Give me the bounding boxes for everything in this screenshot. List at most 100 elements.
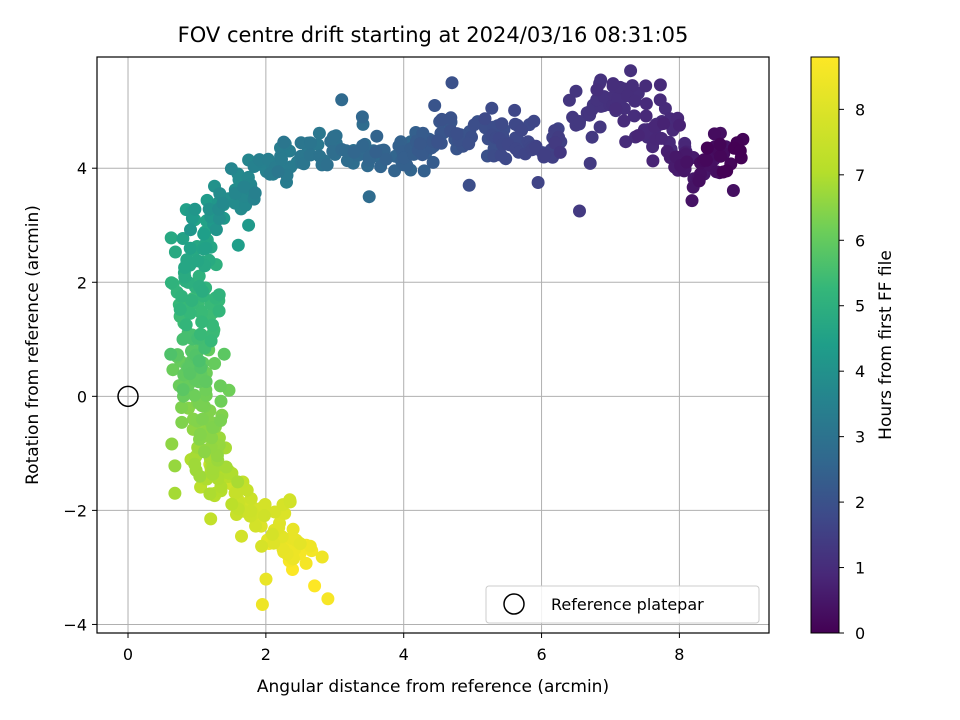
data-point: [166, 363, 180, 377]
legend-box: [485, 585, 760, 624]
data-point: [183, 367, 197, 381]
data-point: [657, 117, 671, 130]
data-point: [293, 537, 307, 551]
data-point: [639, 79, 653, 93]
data-point: [445, 76, 459, 90]
data-point: [617, 114, 631, 128]
colorbar: [810, 56, 840, 634]
colorbar-tick-label: 7: [855, 166, 865, 185]
data-point: [583, 156, 597, 170]
data-point: [193, 469, 207, 483]
data-point: [168, 486, 182, 500]
data-point: [184, 223, 197, 237]
data-point: [214, 394, 228, 408]
data-point: [199, 241, 213, 255]
data-point: [212, 304, 226, 318]
data-point: [355, 110, 369, 124]
legend-label-reference: Reference platepar: [551, 595, 704, 614]
data-point: [257, 509, 271, 523]
data-point: [202, 202, 216, 216]
data-point: [639, 109, 653, 123]
data-point: [176, 232, 190, 245]
y-tick-label: 2: [77, 273, 87, 292]
data-point: [273, 516, 286, 530]
data-point: [692, 174, 706, 188]
data-point: [609, 102, 623, 116]
data-point: [271, 165, 285, 179]
legend: Reference platepar: [485, 585, 760, 624]
data-point: [515, 123, 529, 137]
data-point: [680, 155, 694, 169]
data-point: [209, 223, 223, 237]
data-point: [494, 148, 508, 162]
data-point: [655, 131, 668, 145]
plot-frame: [96, 56, 770, 634]
data-point: [195, 412, 209, 426]
data-point: [303, 539, 317, 553]
x-tick-label: 4: [399, 645, 409, 664]
data-point: [308, 579, 322, 593]
data-point: [235, 529, 248, 543]
data-point: [315, 550, 329, 564]
data-point: [413, 137, 427, 151]
data-point: [188, 202, 202, 216]
data-point: [183, 241, 197, 255]
data-point: [653, 78, 667, 92]
data-point: [275, 152, 288, 166]
data-point: [199, 375, 213, 389]
data-point: [673, 118, 686, 132]
y-tick-label: 4: [77, 159, 87, 178]
data-point: [231, 475, 245, 489]
data-point: [195, 304, 209, 318]
data-point: [294, 136, 308, 150]
data-point: [527, 114, 541, 128]
data-point: [204, 512, 218, 526]
x-axis-ticks: 0 2 4 6 8: [123, 633, 684, 664]
data-point: [191, 254, 205, 268]
data-point: [225, 497, 239, 511]
data-point: [416, 126, 430, 140]
data-point: [312, 126, 326, 140]
data-point: [255, 539, 269, 553]
x-tick-label: 0: [123, 645, 133, 664]
data-point: [553, 145, 567, 159]
data-point: [276, 542, 290, 556]
data-point: [213, 212, 226, 226]
data-point: [168, 245, 182, 259]
data-point: [462, 137, 476, 151]
data-point: [193, 427, 207, 441]
data-point: [195, 284, 209, 298]
y-tick-label: −4: [63, 615, 87, 634]
x-tick-label: 6: [536, 645, 546, 664]
data-point: [206, 318, 219, 332]
data-point: [713, 137, 727, 151]
data-point: [369, 145, 383, 159]
data-point: [726, 184, 740, 197]
y-axis-ticks: −4 −2 0 2 4: [63, 159, 97, 634]
data-point: [173, 302, 187, 316]
data-point: [192, 354, 206, 368]
data-point: [321, 592, 335, 606]
data-point: [165, 437, 179, 451]
data-point: [700, 141, 714, 155]
data-point: [627, 109, 641, 123]
x-tick-label: 2: [261, 645, 271, 664]
data-point: [175, 401, 189, 414]
colorbar-tick-label: 5: [855, 297, 865, 316]
data-point: [631, 129, 645, 142]
data-point: [164, 276, 178, 290]
data-point: [283, 495, 297, 509]
data-point: [248, 186, 262, 200]
data-point: [195, 315, 209, 329]
data-point: [562, 93, 576, 107]
data-point: [646, 154, 660, 168]
y-tick-label: 0: [77, 387, 87, 406]
data-point: [428, 99, 442, 112]
data-point: [335, 93, 349, 107]
data-point: [606, 77, 620, 91]
data-point: [714, 149, 727, 163]
data-point: [462, 178, 476, 192]
data-point: [224, 162, 238, 176]
legend-reference-marker: [503, 593, 525, 615]
